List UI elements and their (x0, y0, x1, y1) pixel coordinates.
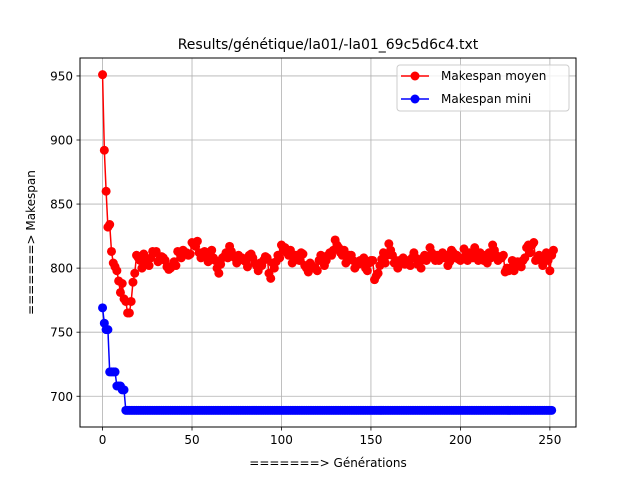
chart-title: Results/génétique/la01/-la01_69c5d6c4.tx… (178, 37, 479, 53)
y-tick-label: 700 (50, 390, 73, 404)
legend-label-mini: Makespan mini (441, 92, 531, 106)
data-point (98, 303, 108, 313)
data-point (380, 258, 390, 268)
data-point (119, 385, 129, 395)
x-tick-label: 50 (184, 433, 199, 447)
data-point (126, 296, 136, 306)
x-axis-label: =======> Générations (249, 456, 406, 470)
series-layer (98, 70, 558, 415)
y-tick-label: 750 (50, 326, 73, 340)
legend-box (396, 64, 570, 112)
data-point (529, 238, 539, 247)
legend: Makespan moyen Makespan mini (396, 64, 570, 112)
data-point (298, 249, 308, 259)
legend-marker-moyen (410, 71, 420, 81)
data-point (214, 268, 224, 278)
data-point (103, 325, 113, 335)
data-point (368, 255, 378, 265)
y-tick-label: 950 (50, 69, 73, 83)
data-point (266, 273, 276, 283)
x-tick-label: 150 (359, 433, 382, 447)
y-tick-label: 850 (50, 198, 73, 212)
data-point (362, 266, 372, 276)
y-axis-label: =======> Makespan (24, 170, 38, 315)
data-point (525, 248, 535, 258)
x-tick-label: 0 (99, 433, 107, 447)
legend-label-moyen: Makespan moyen (441, 69, 546, 83)
data-point (110, 367, 120, 377)
y-tick-label: 900 (50, 134, 73, 148)
data-point (275, 253, 285, 263)
data-point (185, 249, 195, 259)
data-point (416, 263, 426, 273)
data-point (124, 308, 134, 318)
data-point (373, 268, 383, 278)
series-makespan-mini (98, 303, 557, 415)
data-point (545, 266, 555, 276)
data-point (128, 277, 138, 287)
data-point (548, 245, 558, 255)
data-point (192, 236, 202, 246)
data-point (207, 245, 217, 255)
data-point (106, 246, 116, 256)
data-point (547, 405, 557, 415)
data-point (99, 145, 109, 155)
data-point (130, 268, 140, 278)
legend-marker-mini (410, 94, 420, 104)
data-point (242, 262, 252, 272)
series-makespan-moyen (98, 70, 558, 318)
data-point (117, 279, 127, 288)
axis-ticks: 0 50 100 150 200 250 700 750 800 850 900 950 (50, 69, 561, 447)
y-tick-label: 800 (50, 262, 73, 276)
data-point (144, 261, 154, 271)
plot-area-frame (79, 57, 577, 428)
x-tick-label: 100 (270, 433, 293, 447)
data-point (171, 261, 181, 271)
data-point (112, 266, 122, 276)
data-point (101, 186, 111, 196)
x-tick-label: 200 (449, 433, 472, 447)
data-point (405, 261, 415, 271)
data-point (98, 70, 108, 80)
data-point (105, 220, 115, 230)
x-tick-label: 250 (538, 433, 561, 447)
data-point (312, 266, 322, 276)
data-point (498, 250, 508, 260)
